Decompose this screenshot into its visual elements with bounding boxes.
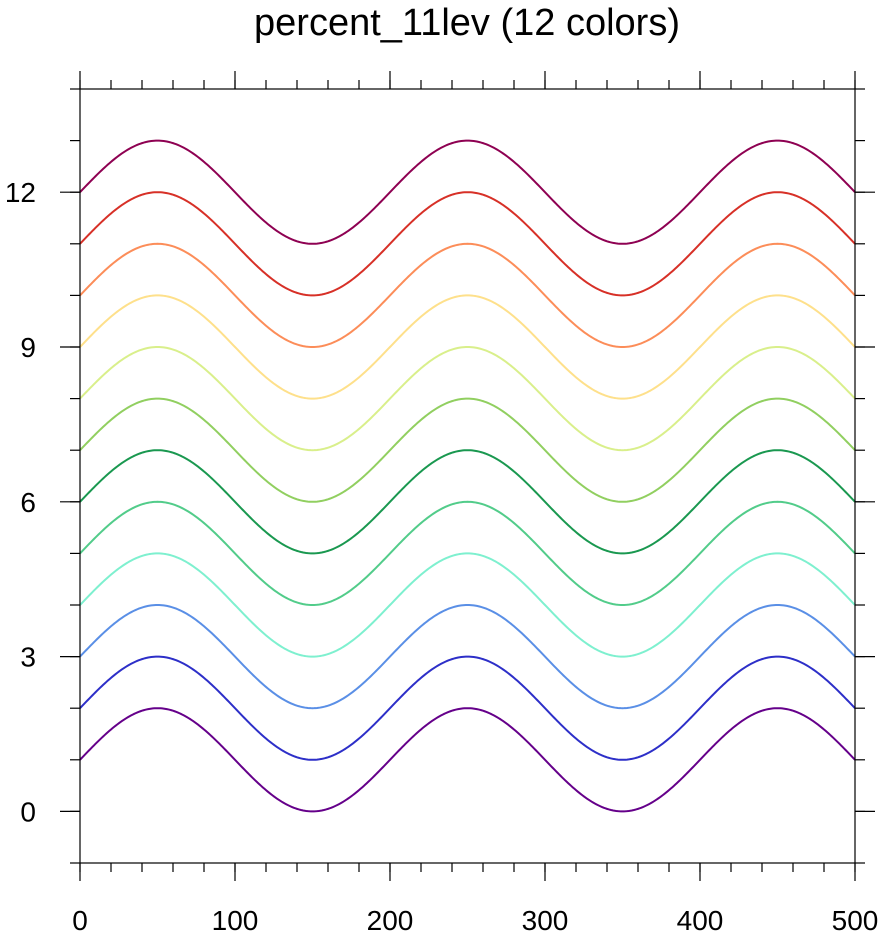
series-line-5 — [79, 500, 856, 607]
x-tick-label: 100 — [212, 905, 259, 935]
series-line-10 — [79, 242, 856, 349]
x-tick-label: 0 — [72, 905, 88, 935]
series-line-1 — [79, 707, 856, 813]
x-tick-label: 500 — [832, 905, 879, 935]
x-tick-label: 400 — [677, 905, 724, 935]
chart-title: percent_11lev (12 colors) — [254, 2, 680, 44]
x-tick-label: 300 — [522, 905, 569, 935]
y-tick-label: 3 — [20, 642, 36, 673]
series-line-12 — [79, 139, 856, 245]
series-line-9 — [79, 294, 856, 400]
y-tick-label: 12 — [5, 177, 36, 208]
y-tick-label: 0 — [20, 796, 36, 827]
x-tick-label: 200 — [367, 905, 414, 935]
series-line-3 — [79, 603, 856, 710]
series-line-11 — [79, 191, 856, 297]
y-tick-label: 9 — [20, 332, 36, 363]
series-layer — [79, 139, 856, 813]
plot-frame — [79, 88, 856, 864]
y-tick-label: 6 — [20, 487, 36, 518]
series-line-2 — [79, 655, 856, 761]
series-line-8 — [79, 345, 856, 452]
series-line-7 — [79, 397, 856, 503]
axes-layer: 0 100 200 300 400 500 0 3 6 9 12 — [5, 71, 879, 935]
series-line-4 — [79, 552, 856, 658]
series-line-6 — [79, 449, 856, 555]
